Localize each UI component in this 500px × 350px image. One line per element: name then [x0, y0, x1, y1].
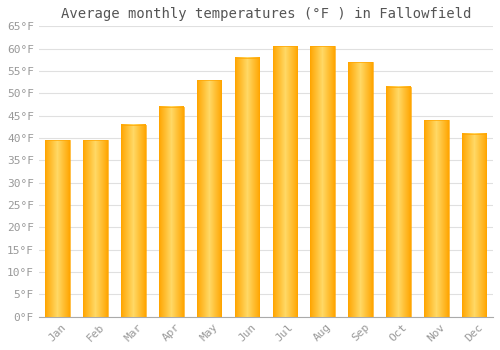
Bar — [197, 80, 222, 317]
Bar — [310, 47, 335, 317]
Bar — [386, 86, 410, 317]
Bar — [84, 140, 108, 317]
Bar — [348, 62, 373, 317]
Bar — [272, 47, 297, 317]
Bar — [121, 125, 146, 317]
Title: Average monthly temperatures (°F ) in Fallowfield: Average monthly temperatures (°F ) in Fa… — [60, 7, 471, 21]
Bar — [159, 107, 184, 317]
Bar — [424, 120, 448, 317]
Bar — [234, 57, 260, 317]
Bar — [462, 134, 486, 317]
Bar — [46, 140, 70, 317]
